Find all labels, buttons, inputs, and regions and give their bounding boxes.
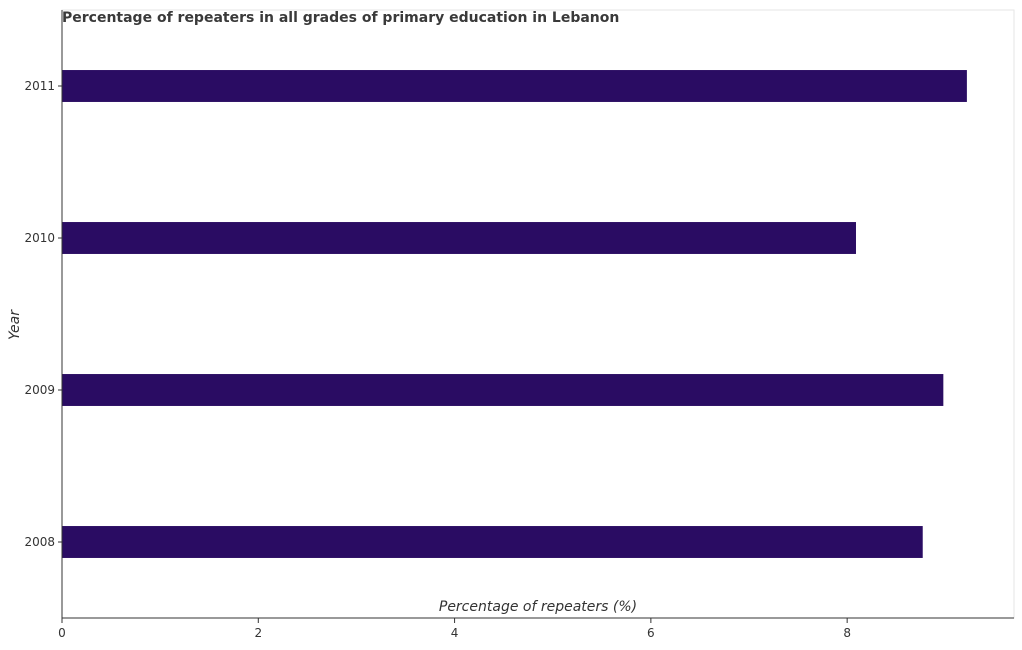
x-tick-label-2: 2 — [254, 626, 262, 640]
bar-2009 — [62, 374, 944, 406]
y-tick-label-2009: 2009 — [24, 383, 55, 397]
x-axis-label: Percentage of repeaters (%) — [439, 599, 637, 615]
axes-group: 2008 2009 2010 2011 0 2 4 6 8 — [24, 9, 1015, 640]
x-tick-label-0: 0 — [58, 626, 66, 640]
bars-group — [62, 70, 967, 558]
chart-title: Percentage of repeaters in all grades of… — [62, 10, 620, 26]
bar-2010 — [62, 222, 856, 254]
x-tick-label-4: 4 — [451, 626, 459, 640]
y-tick-label-2010: 2010 — [24, 231, 55, 245]
y-tick-label-2011: 2011 — [24, 79, 55, 93]
bar-2008 — [62, 526, 923, 558]
bar-2011 — [62, 70, 967, 102]
x-tick-label-8: 8 — [843, 626, 851, 640]
y-tick-label-2008: 2008 — [24, 535, 55, 549]
x-tick-label-6: 6 — [647, 626, 655, 640]
y-axis-label: Year — [7, 309, 23, 340]
